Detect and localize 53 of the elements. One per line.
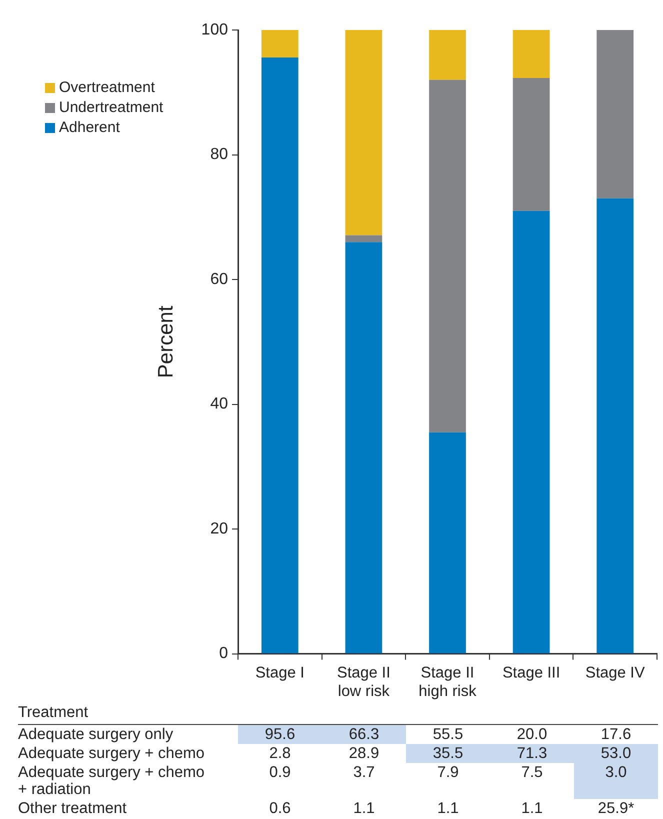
text: 95.6: [238, 724, 322, 744]
bar: [345, 242, 382, 654]
y-tick-label: 0: [219, 645, 228, 662]
bar: [429, 80, 466, 432]
y-tick-label: 60: [210, 270, 228, 288]
y-tick-label: 100: [201, 21, 228, 38]
y-axis-title: Percent: [154, 306, 178, 378]
legend-label: Overtreatment: [59, 78, 155, 98]
bar: [596, 30, 634, 198]
text: 3.0: [574, 763, 658, 799]
text: 53.0: [574, 744, 658, 763]
bar: [512, 30, 550, 78]
text: 28.9: [348, 744, 380, 763]
text: 25.9*: [596, 799, 636, 818]
bar: [345, 30, 382, 236]
bar: [261, 30, 298, 58]
x-tick-label: Stage I: [255, 664, 304, 682]
text: Treatment: [18, 704, 88, 721]
text: 0.9: [268, 763, 292, 783]
bar: [261, 57, 298, 654]
y-tick-label: 40: [210, 396, 228, 413]
text: Adequate surgery + chemo + radiation: [18, 763, 206, 799]
x-tick-label: Stage II low risk: [336, 664, 390, 700]
text: 1.1: [436, 799, 460, 818]
bar: [429, 432, 466, 654]
text: Adequate surgery only: [18, 725, 174, 744]
text: Adequate surgery + chemo: [18, 744, 206, 763]
text: 3.7: [352, 763, 376, 783]
legend-label: Undertreatment: [59, 98, 164, 118]
text: 66.3: [322, 724, 406, 744]
text: 1.1: [352, 799, 376, 818]
text: 55.5: [432, 725, 464, 744]
text: 17.6: [600, 725, 632, 744]
x-tick-label: Stage III: [502, 664, 560, 682]
bar: [512, 210, 550, 654]
x-tick-label: Stage IV: [585, 664, 646, 682]
y-tick-label: 80: [210, 146, 228, 164]
x-tick-label: Stage II high risk: [418, 664, 477, 700]
text: 7.9: [436, 763, 460, 783]
text: 1.1: [520, 799, 544, 818]
bar: [429, 30, 466, 80]
bar: [596, 198, 634, 654]
text: 2.8: [268, 744, 292, 763]
text: 71.3: [490, 744, 574, 763]
text: 7.5: [520, 763, 544, 783]
text: 20.0: [516, 725, 548, 744]
text: Other treatment: [18, 799, 128, 818]
bar: [345, 235, 382, 242]
y-tick-label: 20: [210, 520, 228, 538]
text: 35.5: [406, 744, 490, 763]
text: 0.6: [268, 799, 292, 818]
legend-label: Adherent: [59, 118, 120, 138]
bar: [512, 78, 550, 211]
